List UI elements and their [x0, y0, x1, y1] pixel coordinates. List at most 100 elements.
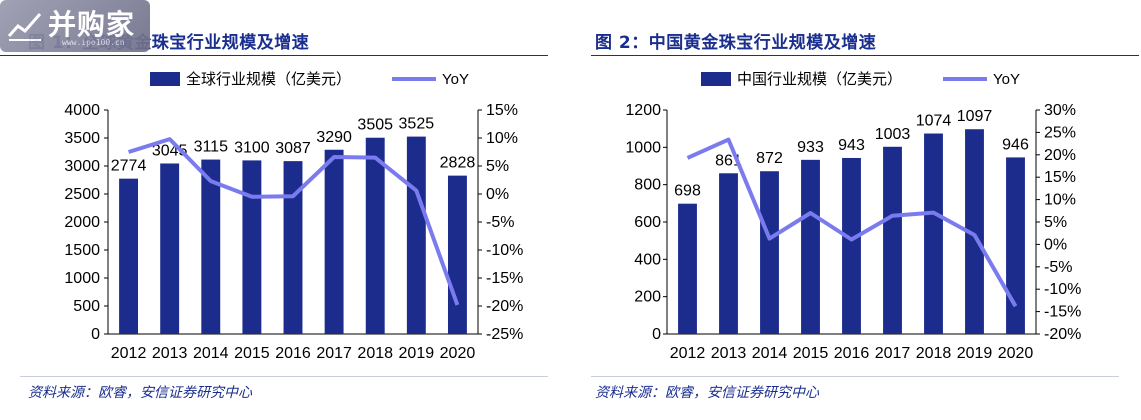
y-tick-label-right: -5%	[486, 214, 514, 231]
y-tick-label-right: 0%	[1044, 236, 1067, 253]
x-tick-label: 2020	[440, 345, 476, 362]
source-rule	[591, 376, 1119, 377]
legend-label-line: YoY	[993, 71, 1020, 88]
y-tick-label-left: 500	[73, 298, 100, 315]
bar-value-label: 946	[1002, 136, 1029, 153]
bar	[160, 163, 180, 334]
bar	[283, 161, 303, 334]
watermark-text: 并购家	[48, 8, 136, 41]
chart-panel-china: 图 2：中国黄金珠宝行业规模及增速 0 200 400 600 800 1000 1200 -…	[591, 0, 1141, 420]
bar	[965, 129, 984, 334]
x-tick-label: 2017	[316, 345, 352, 362]
y-tick-label-right: -5%	[1044, 259, 1072, 276]
bar	[719, 173, 738, 334]
x-tick-label: 2016	[275, 345, 311, 362]
y-tick-label-right: 30%	[1044, 102, 1076, 119]
y-tick-label-left: 0	[652, 326, 661, 343]
bar	[801, 159, 820, 334]
x-tick-label: 2013	[152, 345, 188, 362]
source-rule	[20, 376, 548, 377]
bar	[842, 157, 861, 334]
x-tick-label: 2016	[834, 345, 870, 362]
y-tick-label-left: 3000	[64, 158, 100, 175]
bar	[883, 146, 902, 334]
legend-swatch-bar	[150, 72, 180, 86]
legend-label-bar: 全球行业规模（亿美元）	[186, 70, 351, 88]
x-tick-label: 2018	[357, 345, 393, 362]
source-note: 资料来源：欧睿，安信证券研究中心	[28, 385, 252, 401]
y-tick-label-left: 1500	[64, 242, 100, 259]
bar-value-label: 1097	[957, 108, 993, 125]
bar	[1006, 157, 1025, 334]
bar-value-label: 1003	[875, 126, 911, 143]
x-tick-label: 2015	[234, 345, 270, 362]
bar	[760, 171, 779, 334]
y-tick-label-right: 0%	[486, 186, 509, 203]
bar	[365, 137, 385, 334]
bar	[406, 136, 426, 334]
legend-label-line: YoY	[442, 71, 469, 88]
y-tick-label-left: 2000	[64, 214, 100, 231]
x-tick-label: 2013	[711, 345, 747, 362]
x-tick-label: 2012	[111, 345, 147, 362]
legend-swatch-bar	[701, 72, 731, 86]
y-tick-label-left: 800	[634, 177, 661, 194]
bar	[924, 133, 943, 334]
y-tick-label-left: 0	[91, 326, 100, 343]
x-tick-label: 2014	[752, 345, 788, 362]
watermark-url: www.ipo100.cn	[62, 38, 125, 47]
y-tick-label-left: 2500	[64, 186, 100, 203]
y-tick-label-right: 5%	[1044, 214, 1067, 231]
bar-value-label: 3505	[357, 117, 393, 134]
bar-value-label: 3100	[234, 139, 270, 156]
x-tick-label: 2019	[957, 345, 993, 362]
y-tick-label-right: 15%	[486, 102, 518, 119]
bar-value-label: 2828	[440, 155, 476, 172]
yoy-line	[686, 137, 1018, 308]
bar-value-label: 933	[797, 139, 824, 156]
y-tick-label-left: 1000	[64, 270, 100, 287]
y-tick-label-right: -15%	[1044, 304, 1081, 321]
y-tick-label-left: 400	[634, 251, 661, 268]
y-tick-label-left: 1200	[625, 102, 661, 119]
bar	[119, 178, 139, 334]
bar-value-label: 2774	[111, 158, 147, 175]
y-tick-label-left: 1000	[625, 139, 661, 156]
y-tick-label-right: -10%	[486, 242, 523, 259]
y-tick-label-left: 600	[634, 214, 661, 231]
x-tick-label: 2020	[998, 345, 1034, 362]
x-tick-label: 2019	[399, 345, 435, 362]
y-tick-label-right: -10%	[1044, 281, 1081, 298]
legend-label-bar: 中国行业规模（亿美元）	[737, 70, 902, 88]
y-tick-label-left: 3500	[64, 130, 100, 147]
y-tick-label-right: -25%	[486, 326, 523, 343]
chart-panel-global: 图 1：全球黄金珠宝行业规模及增速 0 500 1000 1500 2000 2500 30…	[0, 0, 550, 420]
bar	[447, 175, 467, 334]
bar	[242, 160, 262, 334]
bar	[678, 203, 697, 334]
bar-value-label: 698	[674, 183, 701, 200]
x-tick-label: 2015	[793, 345, 829, 362]
y-tick-label-left: 200	[634, 289, 661, 306]
watermark-logo: 并购家 www.ipo100.cn	[0, 0, 150, 52]
y-tick-label-right: 5%	[486, 158, 509, 175]
bar-value-label: 1074	[916, 113, 952, 130]
bar-value-label: 943	[838, 137, 865, 154]
y-tick-label-right: -15%	[486, 270, 523, 287]
bar	[201, 159, 221, 334]
y-tick-label-right: 25%	[1044, 124, 1076, 141]
bar-value-label: 3087	[275, 140, 311, 157]
yoy-line	[128, 137, 460, 306]
title-rule	[0, 55, 548, 56]
bar	[324, 149, 344, 334]
x-tick-label: 2012	[670, 345, 706, 362]
y-tick-label-right: -20%	[1044, 326, 1081, 343]
x-tick-label: 2017	[875, 345, 911, 362]
chart-title: 图 2：中国黄金珠宝行业规模及增速	[595, 33, 877, 53]
y-tick-label-right: 15%	[1044, 169, 1076, 186]
chart-global: 0 500 1000 1500 2000 2500 3000 3500 4000 -25% -20%…	[64, 70, 523, 362]
x-tick-label: 2018	[916, 345, 952, 362]
y-tick-label-left: 4000	[64, 102, 100, 119]
source-note: 资料来源：欧睿，安信证券研究中心	[595, 385, 819, 401]
chart-china: 0 200 400 600 800 1000 1200 -20% -15% -10% -5% 0% 5%…	[625, 70, 1081, 362]
